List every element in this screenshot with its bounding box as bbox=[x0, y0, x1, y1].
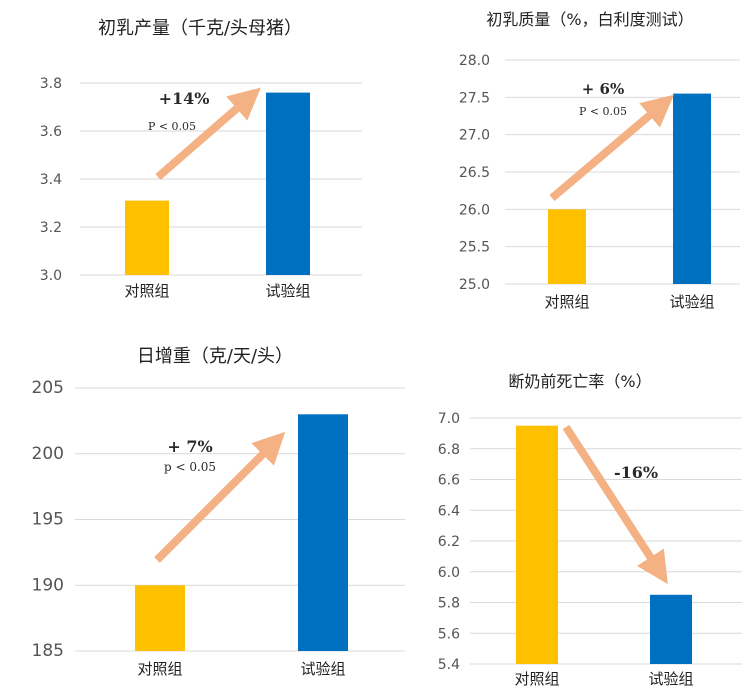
bar-control bbox=[135, 585, 185, 651]
x-category-label: 试验组 bbox=[265, 282, 310, 300]
x-category-label: 试验组 bbox=[669, 293, 714, 311]
y-tick-label: 200 bbox=[32, 444, 64, 464]
change-label: + 7% bbox=[167, 437, 212, 456]
y-tick-label: 6.8 bbox=[438, 442, 460, 458]
trend-arrow bbox=[549, 94, 674, 202]
y-tick-label: 6.6 bbox=[438, 473, 460, 489]
y-tick-label: 7.0 bbox=[438, 411, 460, 427]
p-value-label: P < 0.05 bbox=[579, 105, 627, 118]
y-tick-label: 185 bbox=[32, 641, 64, 661]
bar-control bbox=[125, 200, 169, 275]
x-category-label: 对照组 bbox=[544, 293, 589, 311]
y-tick-label: 28.0 bbox=[459, 53, 490, 69]
y-tick-label: 26.0 bbox=[459, 202, 490, 218]
chart-title: 日增重（克/天/头） bbox=[137, 346, 293, 367]
x-category-label: 对照组 bbox=[124, 282, 169, 300]
y-tick-label: 3.6 bbox=[40, 124, 62, 140]
change-label: +14% bbox=[159, 89, 210, 108]
y-tick-label: 27.5 bbox=[459, 90, 490, 106]
trend-arrow bbox=[155, 87, 261, 181]
trend-arrow bbox=[154, 431, 286, 563]
y-tick-label: 6.2 bbox=[438, 534, 460, 550]
y-tick-label: 5.4 bbox=[438, 657, 460, 673]
bar-trial bbox=[266, 92, 310, 275]
trend-arrow bbox=[562, 424, 668, 585]
y-tick-label: 26.5 bbox=[459, 165, 490, 181]
chart-title: 初乳质量（%，白利度测试） bbox=[486, 10, 693, 29]
y-tick-label: 3.8 bbox=[40, 76, 62, 92]
x-category-label: 试验组 bbox=[300, 660, 345, 678]
y-tick-label: 3.0 bbox=[40, 268, 62, 284]
y-tick-label: 25.5 bbox=[459, 240, 490, 256]
y-tick-label: 25.0 bbox=[459, 277, 490, 293]
y-tick-label: 3.2 bbox=[40, 220, 62, 236]
change-label: + 6% bbox=[582, 80, 624, 98]
chart-mortality: 断奶前死亡率（%） 5.4 5.6 5.8 6.0 6.2 6.4 6.6 6.8 7.0 对照组… bbox=[438, 372, 742, 688]
bar-trial bbox=[650, 594, 692, 664]
y-tick-label: 205 bbox=[32, 378, 64, 398]
y-tick-label: 5.6 bbox=[438, 626, 460, 642]
x-category-label: 对照组 bbox=[137, 660, 182, 678]
y-tick-label: 195 bbox=[32, 510, 64, 530]
p-value-label: P < 0.05 bbox=[148, 120, 196, 133]
bar-control bbox=[548, 209, 586, 284]
x-category-label: 对照组 bbox=[514, 670, 559, 688]
p-value-label: p < 0.05 bbox=[164, 460, 216, 474]
chart-title: 断奶前死亡率（%） bbox=[508, 372, 651, 391]
bar-trial bbox=[298, 414, 348, 651]
y-tick-label: 190 bbox=[32, 575, 64, 595]
y-tick-label: 6.0 bbox=[438, 565, 460, 581]
y-tick-label: 5.8 bbox=[438, 596, 460, 612]
bar-trial bbox=[673, 93, 711, 284]
y-tick-label: 27.0 bbox=[459, 128, 490, 144]
y-tick-label: 6.4 bbox=[438, 503, 460, 519]
chart-colostrum-quality: 初乳质量（%，白利度测试） 25.0 25.5 26.0 26.5 27.0 27.5 28… bbox=[459, 10, 740, 311]
chart-daily-gain: 日增重（克/天/头） 185 190 195 200 205 对照组 试验组 + 7% p < … bbox=[32, 346, 405, 678]
chart-title: 初乳产量（千克/头母猪） bbox=[98, 18, 302, 39]
y-tick-label: 3.4 bbox=[40, 172, 62, 188]
x-category-label: 试验组 bbox=[648, 670, 693, 688]
chart-colostrum-yield: 初乳产量（千克/头母猪） 3.0 3.2 3.4 3.6 3.8 对照组 试验组 +14% P … bbox=[40, 18, 362, 300]
bar-control bbox=[516, 425, 558, 664]
change-label: -16% bbox=[614, 463, 658, 482]
